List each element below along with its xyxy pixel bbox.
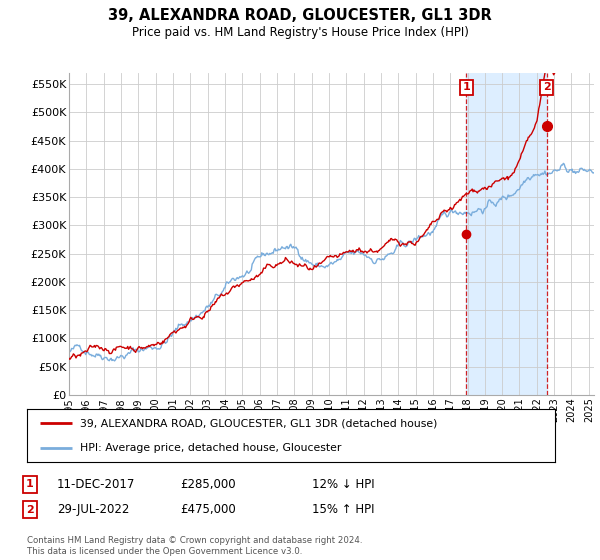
Text: £475,000: £475,000: [180, 503, 236, 516]
Text: 39, ALEXANDRA ROAD, GLOUCESTER, GL1 3DR (detached house): 39, ALEXANDRA ROAD, GLOUCESTER, GL1 3DR …: [80, 418, 437, 428]
Bar: [466, 73, 547, 395]
Text: 29-JUL-2022: 29-JUL-2022: [57, 503, 130, 516]
Text: £285,000: £285,000: [180, 478, 236, 491]
Text: 1: 1: [26, 479, 34, 489]
Text: 11-DEC-2017: 11-DEC-2017: [57, 478, 136, 491]
Text: 15% ↑ HPI: 15% ↑ HPI: [312, 503, 374, 516]
Text: HPI: Average price, detached house, Gloucester: HPI: Average price, detached house, Glou…: [80, 442, 341, 452]
Text: Price paid vs. HM Land Registry's House Price Index (HPI): Price paid vs. HM Land Registry's House …: [131, 26, 469, 39]
Text: 2: 2: [26, 505, 34, 515]
Text: 2: 2: [543, 82, 551, 92]
Text: 1: 1: [463, 82, 470, 92]
Text: Contains HM Land Registry data © Crown copyright and database right 2024.
This d: Contains HM Land Registry data © Crown c…: [27, 536, 362, 556]
Text: 39, ALEXANDRA ROAD, GLOUCESTER, GL1 3DR: 39, ALEXANDRA ROAD, GLOUCESTER, GL1 3DR: [108, 8, 492, 24]
Text: 12% ↓ HPI: 12% ↓ HPI: [312, 478, 374, 491]
